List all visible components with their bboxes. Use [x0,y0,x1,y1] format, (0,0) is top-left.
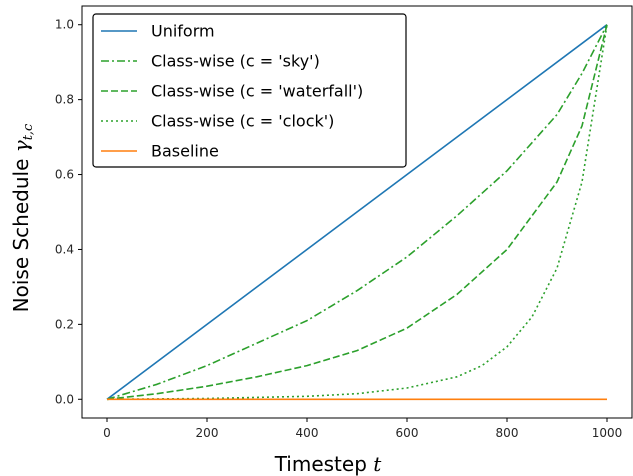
y-axis: 0.0 0.2 0.4 0.6 0.8 1.0 [55,18,82,406]
legend-box [92,13,407,168]
x-axis: 0 200 400 600 800 1000 [103,418,622,440]
x-axis-title: Timestep t [274,452,383,476]
legend-label-0: Uniform [151,22,215,41]
legend: Uniform Class-wise (c = 'sky') Class-wise … [92,13,407,168]
x-tick-label: 200 [196,426,219,440]
series-line-3 [106,24,608,401]
x-tick-label: 1000 [592,426,623,440]
y-tick-label: 0.8 [55,93,74,107]
y-tick-label: 0.0 [55,392,74,406]
legend-label-2: Class-wise (c = 'waterfall') [151,82,363,101]
y-tick-label: 0.2 [55,317,74,331]
y-tick-label: 1.0 [55,18,74,32]
legend-label-3: Class-wise (c = 'clock') [151,112,334,131]
y-tick-label: 0.6 [55,168,74,182]
y-axis-title: Noise Schedule γt,c [9,123,36,312]
y-tick-label: 0.4 [55,242,74,256]
series-lines [106,24,608,401]
x-tick-label: 400 [296,426,319,440]
x-tick-label: 0 [103,426,111,440]
plot-frame [81,5,633,419]
series-line-2 [106,24,608,401]
x-tick-label: 800 [496,426,519,440]
series-line-0 [106,24,608,400]
legend-label-1: Class-wise (c = 'sky') [151,52,320,71]
legend-label-4: Baseline [151,142,219,161]
x-tick-label: 600 [396,426,419,440]
series-line-1 [106,24,608,401]
